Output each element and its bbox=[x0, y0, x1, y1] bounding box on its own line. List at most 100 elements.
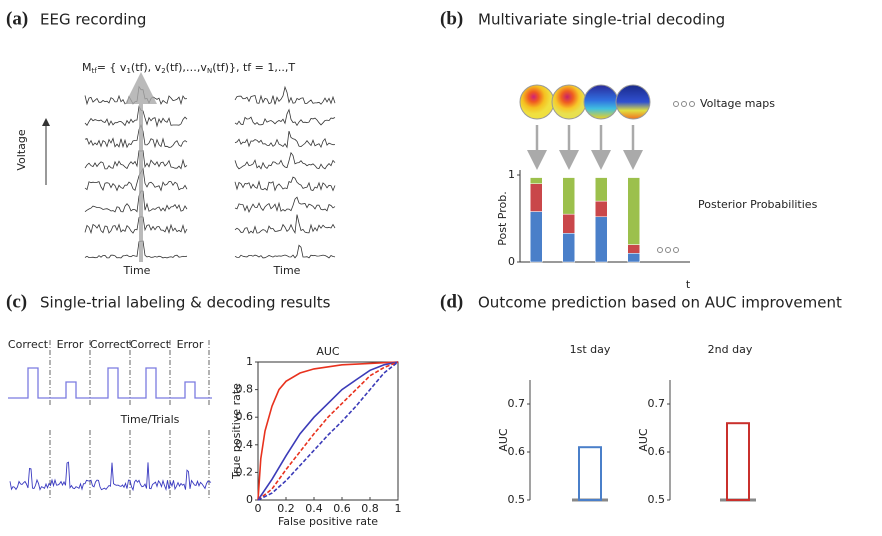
axis-label: Voltage bbox=[15, 129, 28, 170]
eeg-trace bbox=[84, 190, 188, 213]
eeg-trace bbox=[234, 196, 336, 214]
bar-segment bbox=[627, 244, 640, 254]
eeg-traces bbox=[84, 85, 336, 259]
trial-label: Error bbox=[57, 338, 84, 351]
bar-segment bbox=[595, 177, 608, 202]
x-tick-label: 1 bbox=[395, 502, 402, 515]
y-tick-label: 0 bbox=[246, 493, 253, 506]
y-tick-label: 0.6 bbox=[648, 445, 666, 458]
panel-label: (a) bbox=[6, 8, 28, 29]
x-tick-label: 0.8 bbox=[361, 502, 379, 515]
y-axis-label: AUC bbox=[497, 428, 510, 452]
bar-segment bbox=[530, 183, 543, 212]
formula-part: (tf), v bbox=[131, 61, 162, 74]
subscript: 2 bbox=[161, 67, 165, 75]
y-tick-label: 0.8 bbox=[236, 383, 254, 396]
roc-curve bbox=[257, 361, 399, 501]
y-tick-label: 0.7 bbox=[648, 397, 666, 410]
y-tick-label: 0.5 bbox=[648, 493, 666, 506]
eeg-trace bbox=[234, 244, 336, 259]
bar-segment bbox=[595, 216, 608, 263]
axis-label: Time/Trials bbox=[120, 413, 180, 426]
label-signal bbox=[8, 367, 212, 399]
eeg-trace bbox=[84, 216, 188, 235]
trial-dividers bbox=[49, 340, 210, 500]
eeg-trace bbox=[234, 151, 336, 170]
y-tick-label: 0.2 bbox=[236, 465, 254, 478]
bar bbox=[578, 446, 602, 502]
ellipsis bbox=[657, 247, 679, 253]
voltage-maps bbox=[519, 84, 695, 120]
y-tick-label: 0.5 bbox=[508, 493, 526, 506]
panel-label: (d) bbox=[440, 291, 463, 312]
eeg-trace bbox=[234, 85, 336, 105]
arrows bbox=[527, 125, 643, 170]
bar-segment bbox=[562, 233, 575, 263]
eeg-trace bbox=[84, 150, 188, 170]
bar bbox=[726, 422, 750, 502]
bar-segment bbox=[562, 177, 575, 215]
y-tick-label: 0.7 bbox=[508, 397, 526, 410]
roc-curve bbox=[257, 361, 399, 501]
y-tick-label: 1 bbox=[508, 168, 515, 181]
y-tick-label: 0.6 bbox=[236, 410, 254, 423]
formula-part: = { v bbox=[97, 61, 127, 74]
subscript: tf bbox=[92, 67, 98, 75]
y-axis-label: AUC bbox=[637, 428, 650, 452]
subscript: 1 bbox=[126, 67, 130, 75]
y-tick-label: 1 bbox=[246, 355, 253, 368]
annotation: Voltage maps bbox=[700, 97, 775, 110]
time-label: Time bbox=[123, 264, 151, 277]
bar-segment bbox=[530, 211, 543, 263]
plot-frame bbox=[257, 361, 399, 501]
panel-title: Single-trial labeling & decoding results bbox=[40, 294, 331, 312]
eeg-trace bbox=[84, 123, 188, 149]
x-tick-label: 0 bbox=[255, 502, 262, 515]
annotation: Posterior Probabilities bbox=[698, 198, 818, 211]
bar-segment bbox=[530, 177, 543, 184]
y-axis-label: True positive rate bbox=[230, 383, 243, 480]
bar-segment bbox=[627, 253, 640, 263]
eeg-trace bbox=[84, 167, 188, 192]
formula-part: (tf)}, tf = 1,..,T bbox=[212, 61, 295, 74]
eeg-trace bbox=[234, 214, 336, 235]
trial-label: Correct bbox=[130, 338, 171, 351]
eeg-trace bbox=[234, 130, 336, 149]
panel-label: (b) bbox=[440, 8, 463, 29]
formula-part: M bbox=[82, 61, 92, 74]
y-axis-label: Post Prob. bbox=[496, 191, 509, 245]
trial-label: Correct bbox=[90, 338, 131, 351]
chart-title: AUC bbox=[316, 345, 340, 358]
time-label: Time bbox=[273, 264, 301, 277]
eeg-trace bbox=[234, 108, 336, 127]
x-axis-label: t bbox=[686, 278, 691, 291]
bar-segment bbox=[595, 200, 608, 218]
subscript: N bbox=[207, 67, 212, 75]
eeg-trace bbox=[84, 85, 188, 106]
eeg-trace bbox=[234, 176, 336, 192]
panel-title: EEG recording bbox=[40, 11, 146, 29]
chart-title: 2nd day bbox=[708, 343, 753, 356]
trial-label: Correct bbox=[8, 338, 49, 351]
bar-segment bbox=[562, 213, 575, 234]
formula-part: (tf),…,v bbox=[166, 61, 208, 74]
roc-curve bbox=[257, 361, 399, 501]
eeg-trace bbox=[84, 105, 188, 128]
roc-curve bbox=[257, 361, 399, 501]
panel-title: Outcome prediction based on AUC improvem… bbox=[478, 294, 842, 312]
y-tick-label: 0 bbox=[508, 255, 515, 268]
bar-segment bbox=[627, 177, 640, 245]
x-axis-label: False positive rate bbox=[278, 515, 378, 528]
x-tick-label: 0.6 bbox=[333, 502, 351, 515]
x-tick-label: 0.4 bbox=[305, 502, 323, 515]
y-tick-label: 0.4 bbox=[236, 438, 254, 451]
trial-label: Error bbox=[177, 338, 204, 351]
x-tick-label: 0.2 bbox=[277, 502, 295, 515]
y-tick-label: 0.6 bbox=[508, 445, 526, 458]
chart-title: 1st day bbox=[570, 343, 611, 356]
decoding-trace bbox=[9, 461, 212, 492]
panel-title: Multivariate single-trial decoding bbox=[478, 11, 725, 29]
panel-label: (c) bbox=[6, 291, 27, 312]
